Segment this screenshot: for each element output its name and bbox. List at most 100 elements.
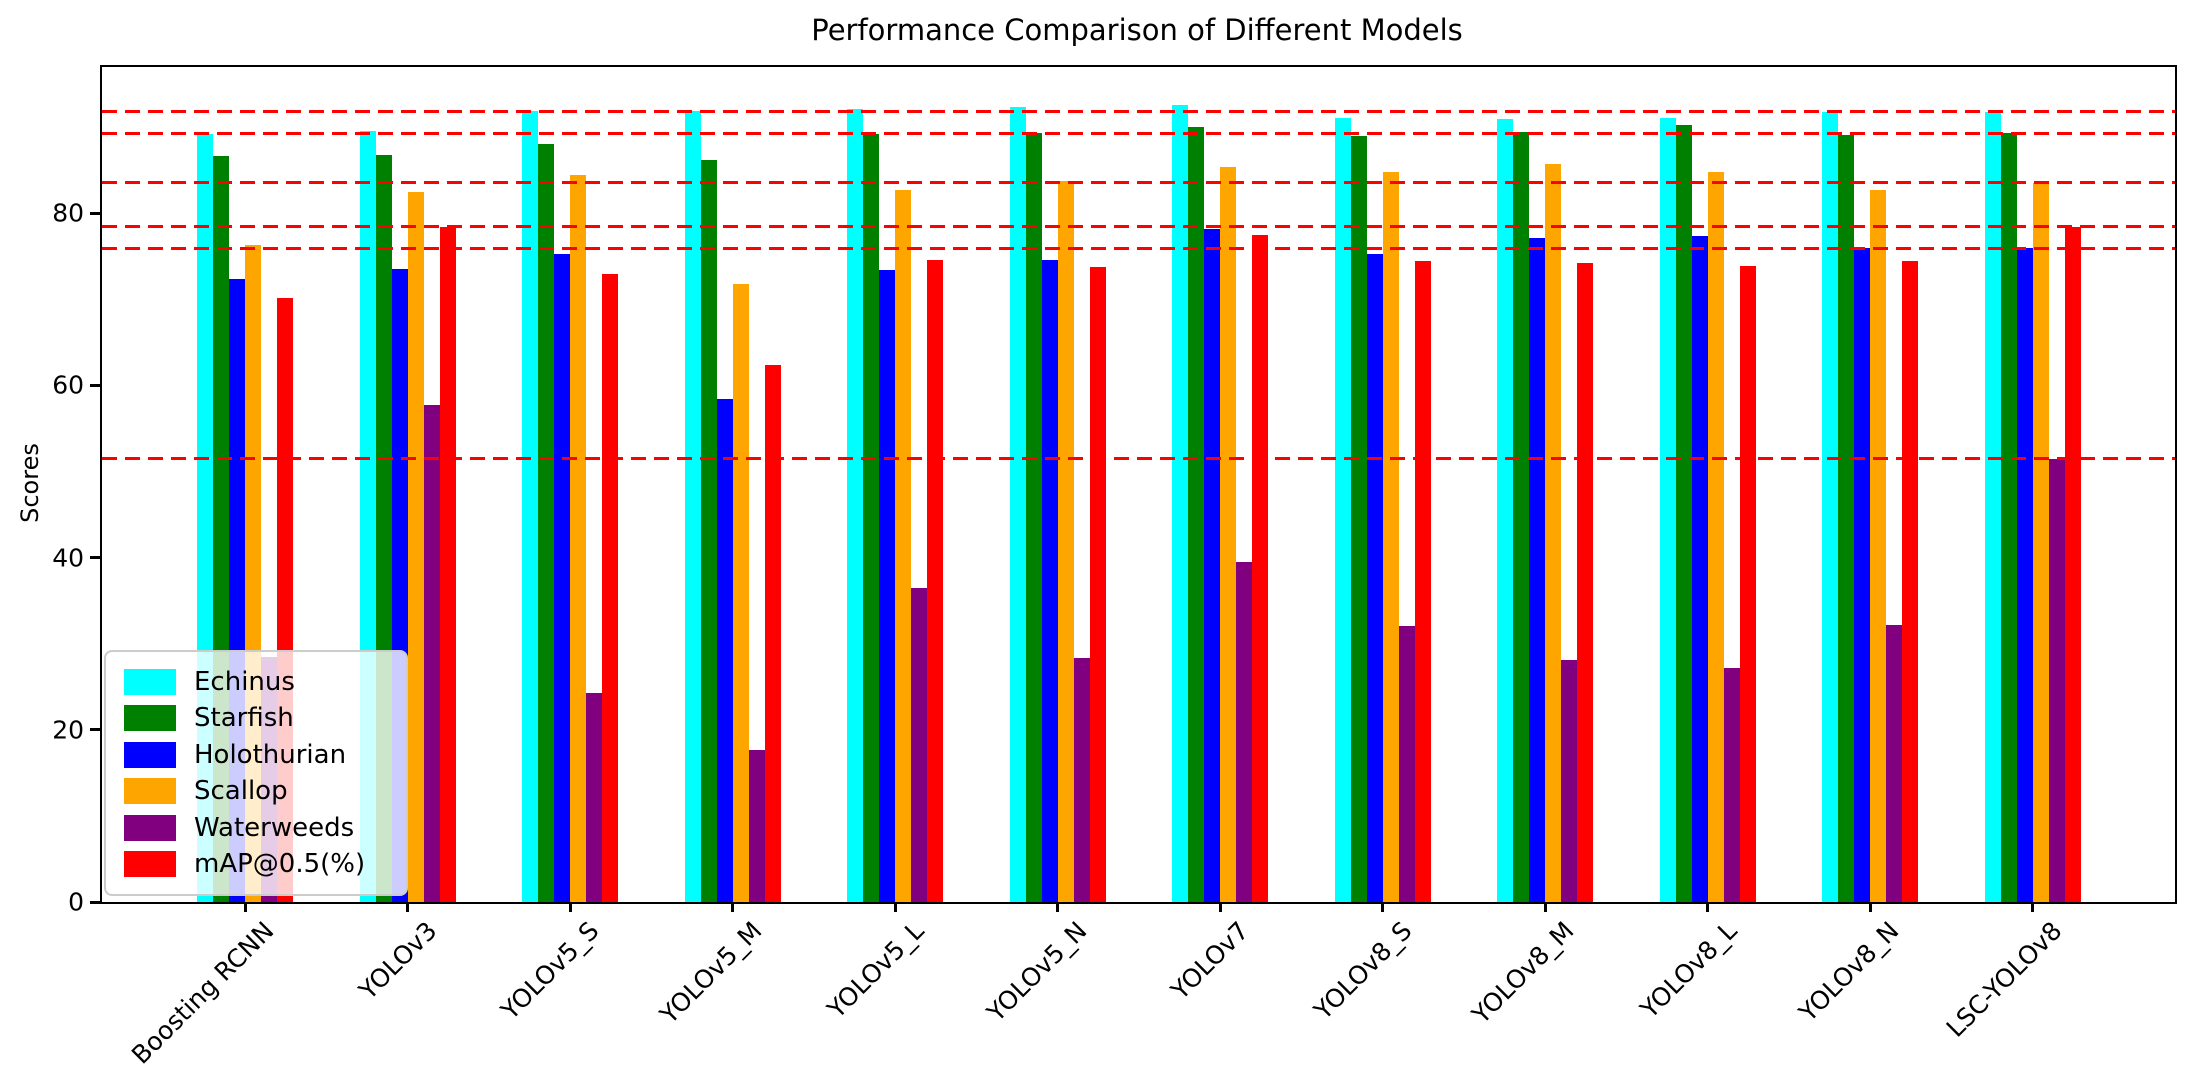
bar-waterweeds-lsc-yolov8	[2048, 458, 2065, 902]
bar-scallop-yolov5-s	[570, 175, 586, 902]
x-tick-label-yolov8-s: YOLOv8_S	[1307, 916, 1418, 1026]
bar-holothurian-yolov8-s	[1366, 254, 1383, 902]
bar-echinus-yolov8-m	[1497, 119, 1513, 902]
bar-scallop-yolov8-n	[1870, 189, 1886, 902]
y-tick-label-0: 0	[68, 887, 84, 917]
bar-starfish-yolov8-s	[1350, 136, 1367, 902]
x-tick-mark-yolov5-n	[1056, 902, 1059, 912]
legend-swatch-waterweeds	[124, 814, 176, 841]
bar-echinus-yolov8-l	[1659, 118, 1676, 902]
bar-map-0-5-yolov8-n	[1902, 261, 1918, 902]
bar-holothurian-yolov8-l	[1691, 235, 1708, 902]
x-tick-mark-lsc-yolov8	[2031, 902, 2034, 912]
bar-scallop-yolov8-m	[1545, 164, 1561, 902]
bar-scallop-yolov3	[407, 191, 424, 902]
legend-label-starfish: Starfish	[194, 703, 294, 734]
legend-item-map-0-5: mAP@0.5(%)	[124, 849, 388, 879]
bar-starfish-lsc-yolov8	[2000, 133, 2017, 902]
bar-map-0-5-yolov8-s	[1414, 261, 1431, 902]
reference-line-51.5	[102, 457, 2175, 461]
bar-map-0-5-yolov5-l	[927, 259, 943, 902]
legend-label-waterweeds: Waterweeds	[194, 812, 355, 843]
bar-waterweeds-yolov7	[1236, 561, 1252, 902]
legend-label-map-0-5: mAP@0.5(%)	[194, 849, 366, 880]
legend-swatch-scallop	[124, 778, 176, 805]
bar-waterweeds-yolov8-s	[1398, 626, 1415, 902]
x-tick-mark-yolov5-l	[893, 902, 897, 912]
y-tick-label-20: 20	[52, 715, 84, 745]
bar-starfish-yolov5-n	[1025, 133, 1042, 902]
legend-label-scallop: Scallop	[194, 776, 288, 807]
legend-item-starfish: Starfish	[124, 703, 388, 733]
x-tick-label-yolov8-n: YOLOv8_N	[1793, 916, 1905, 1028]
x-tick-mark-yolov8-l	[1706, 902, 1709, 912]
bar-map-0-5-lsc-yolov8	[2064, 226, 2081, 902]
bar-scallop-yolov8-l	[1707, 171, 1724, 902]
legend-label-echinus: Echinus	[194, 666, 295, 697]
y-tick-mark-0	[90, 900, 100, 904]
bar-holothurian-lsc-yolov8	[2016, 248, 2033, 902]
bar-scallop-yolov5-m	[732, 283, 749, 902]
bar-map-0-5-yolov5-s	[602, 274, 618, 902]
bar-map-0-5-yolov5-m	[764, 364, 781, 902]
x-tick-label-yolov3: YOLOv3	[352, 916, 443, 1006]
reference-line-83.5	[102, 181, 2175, 185]
bar-waterweeds-yolov8-l	[1723, 667, 1740, 902]
bar-waterweeds-yolov5-n	[1073, 658, 1090, 902]
y-tick-mark-20	[90, 728, 100, 732]
bar-echinus-yolov7	[1172, 104, 1188, 902]
x-tick-label-yolov8-l: YOLOv8_L	[1634, 916, 1743, 1024]
bar-holothurian-yolov8-n	[1854, 247, 1870, 902]
bar-scallop-lsc-yolov8	[2032, 182, 2049, 902]
bar-map-0-5-yolov7	[1252, 234, 1268, 902]
bar-scallop-yolov8-s	[1382, 171, 1399, 902]
bar-holothurian-yolov8-m	[1529, 238, 1545, 902]
bar-echinus-yolov8-s	[1334, 117, 1351, 902]
bar-echinus-yolov5-n	[1009, 107, 1026, 902]
x-tick-mark-yolov3	[406, 902, 409, 912]
bar-waterweeds-yolov5-m	[748, 750, 765, 902]
bar-holothurian-yolov5-n	[1041, 260, 1058, 902]
x-tick-label-yolov7: YOLOv7	[1165, 916, 1255, 1006]
bar-waterweeds-yolov8-n	[1886, 624, 1902, 902]
x-tick-label-yolov5-n: YOLOv5_N	[980, 916, 1093, 1028]
legend-label-holothurian: Holothurian	[194, 739, 347, 770]
bar-starfish-yolov5-s	[538, 144, 554, 902]
x-tick-label-yolov5-m: YOLOv5_M	[653, 916, 768, 1030]
bar-scallop-yolov5-n	[1057, 181, 1074, 902]
legend-swatch-map-0-5	[124, 851, 176, 878]
x-tick-label-yolov5-s: YOLOv5_S	[495, 916, 605, 1026]
x-tick-mark-yolov5-s	[568, 902, 572, 912]
x-tick-mark-yolov5-m	[731, 902, 734, 912]
bar-holothurian-yolov5-s	[554, 254, 570, 902]
bar-echinus-yolov5-s	[522, 110, 538, 902]
bar-starfish-yolov7	[1188, 127, 1204, 902]
x-tick-label-boosting-rcnn: Boosting RCNN	[125, 916, 280, 1070]
bar-echinus-lsc-yolov8	[1984, 111, 2001, 902]
x-tick-mark-boosting-rcnn	[243, 902, 247, 912]
bar-starfish-yolov8-m	[1513, 132, 1529, 902]
reference-line-75.9	[102, 246, 2175, 250]
x-tick-label-yolov5-l: YOLOv5_L	[821, 916, 930, 1024]
y-tick-mark-60	[90, 383, 100, 387]
bar-scallop-yolov7	[1220, 166, 1236, 902]
reference-line-89.3	[102, 131, 2175, 135]
bar-echinus-yolov5-m	[684, 110, 701, 902]
bar-starfish-yolov8-n	[1838, 134, 1854, 902]
y-tick-label-60: 60	[52, 370, 84, 400]
bar-echinus-yolov5-l	[847, 108, 863, 902]
bar-waterweeds-yolov5-s	[586, 692, 602, 902]
legend-item-holothurian: Holothurian	[124, 740, 388, 770]
bar-waterweeds-yolov3	[423, 405, 440, 902]
y-tick-mark-80	[90, 211, 100, 215]
y-tick-label-40: 40	[52, 543, 84, 573]
bar-map-0-5-yolov8-m	[1577, 263, 1593, 902]
legend-swatch-holothurian	[124, 741, 176, 768]
bar-starfish-yolov5-m	[700, 159, 717, 902]
bar-echinus-yolov8-n	[1822, 111, 1838, 902]
bar-map-0-5-yolov3	[439, 226, 456, 902]
legend-item-scallop: Scallop	[124, 776, 388, 806]
legend-item-waterweeds: Waterweeds	[124, 813, 388, 843]
x-tick-mark-yolov8-m	[1543, 902, 1547, 912]
